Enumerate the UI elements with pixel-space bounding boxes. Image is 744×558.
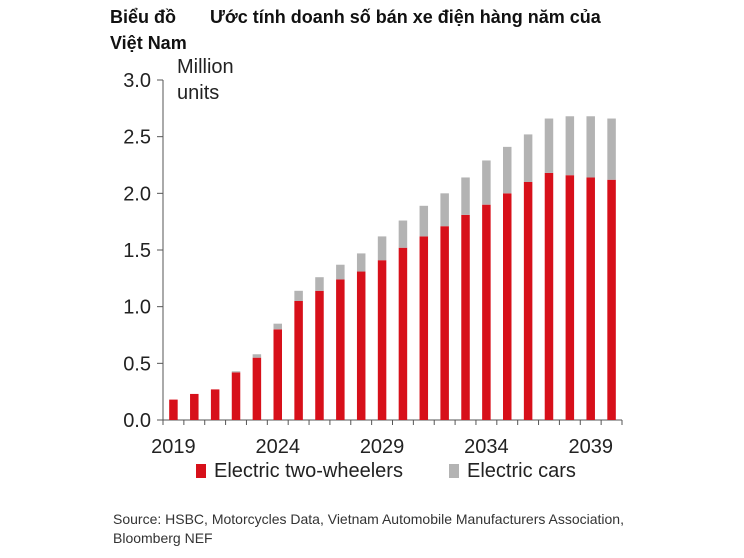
- bar-two-wheelers-2021: [210, 389, 220, 420]
- y-axis-unit-label: Million units: [177, 54, 234, 106]
- bar-cars-2024: [273, 323, 282, 330]
- bar-cars-2035: [503, 146, 512, 194]
- bar-cars-2028: [356, 253, 366, 272]
- bar-two-wheelers-2037: [544, 172, 554, 420]
- chart-title: Biểu đồ Ước tính doanh số bán xe điện hàn…: [110, 4, 710, 56]
- legend-label-two-wheelers: Electric two-wheelers: [214, 460, 403, 482]
- y-tick-label: 1.0: [123, 297, 151, 319]
- bar-cars-2040: [607, 118, 616, 180]
- bar-two-wheelers-2034: [482, 204, 491, 420]
- bar-two-wheelers-2020: [190, 393, 199, 420]
- bar-cars-2025: [294, 290, 303, 301]
- bar-two-wheelers-2025: [294, 301, 303, 420]
- bar-cars-2029: [377, 236, 387, 261]
- bar-two-wheelers-2030: [398, 247, 408, 420]
- y-tick-label: 0.0: [123, 410, 151, 432]
- x-tick-label: 2039: [568, 436, 613, 458]
- bar-cars-2036: [523, 134, 533, 182]
- bar-two-wheelers-2039: [586, 177, 595, 420]
- bar-two-wheelers-2031: [419, 236, 429, 420]
- bar-cars-2030: [398, 220, 408, 248]
- bar-cars-2023: [252, 354, 262, 358]
- bar-cars-2034: [482, 160, 491, 205]
- legend-item-cars: Electric cars: [449, 460, 576, 483]
- bar-two-wheelers-2033: [461, 214, 470, 420]
- bar-cars-2022: [231, 371, 241, 373]
- chart-bars: [169, 116, 616, 420]
- chart-title-line2: Việt Nam: [110, 33, 187, 53]
- y-axis-unit-line2: units: [177, 82, 220, 104]
- bar-cars-2038: [565, 116, 575, 176]
- source-note: Source: HSBC, Motorcycles Data, Vietnam …: [113, 511, 624, 546]
- y-tick-label: 1.5: [123, 240, 151, 262]
- legend-label-cars: Electric cars: [467, 460, 576, 482]
- bar-two-wheelers-2028: [356, 271, 366, 420]
- y-axis-unit-line1: Million: [177, 56, 234, 78]
- y-tick-label: 0.5: [123, 353, 151, 375]
- bar-two-wheelers-2022: [231, 372, 241, 420]
- bar-cars-2033: [461, 177, 470, 215]
- x-tick-label: 2024: [256, 436, 301, 458]
- bar-cars-2031: [419, 205, 429, 237]
- legend-swatch-two-wheelers: [196, 464, 206, 478]
- y-tick-label: 2.0: [123, 183, 151, 205]
- bar-cars-2026: [315, 277, 324, 291]
- bar-two-wheelers-2026: [315, 290, 324, 420]
- x-tick-label: 2019: [151, 436, 196, 458]
- bar-two-wheelers-2024: [273, 329, 282, 420]
- x-tick-label: 2029: [360, 436, 405, 458]
- bar-cars-2039: [586, 116, 595, 178]
- bar-cars-2037: [544, 118, 554, 173]
- bar-two-wheelers-2029: [377, 260, 387, 420]
- bar-two-wheelers-2036: [523, 182, 533, 420]
- y-tick-label: 3.0: [123, 70, 151, 92]
- bar-two-wheelers-2040: [607, 179, 616, 420]
- chart-title-main: Ước tính doanh số bán xe điện hàng năm c…: [210, 7, 601, 27]
- bar-two-wheelers-2038: [565, 175, 575, 420]
- chart-title-prefix: Biểu đồ: [110, 7, 176, 27]
- x-tick-label: 2034: [464, 436, 509, 458]
- bar-two-wheelers-2027: [336, 279, 345, 420]
- bar-two-wheelers-2032: [440, 226, 449, 420]
- bar-cars-2032: [440, 193, 449, 227]
- y-tick-label: 2.5: [123, 127, 151, 149]
- bar-two-wheelers-2023: [252, 357, 262, 420]
- bar-cars-2027: [336, 264, 345, 280]
- bar-two-wheelers-2035: [503, 193, 512, 420]
- legend-item-two-wheelers: Electric two-wheelers: [196, 460, 403, 483]
- bar-two-wheelers-2019: [169, 399, 178, 420]
- legend-swatch-cars: [449, 464, 459, 478]
